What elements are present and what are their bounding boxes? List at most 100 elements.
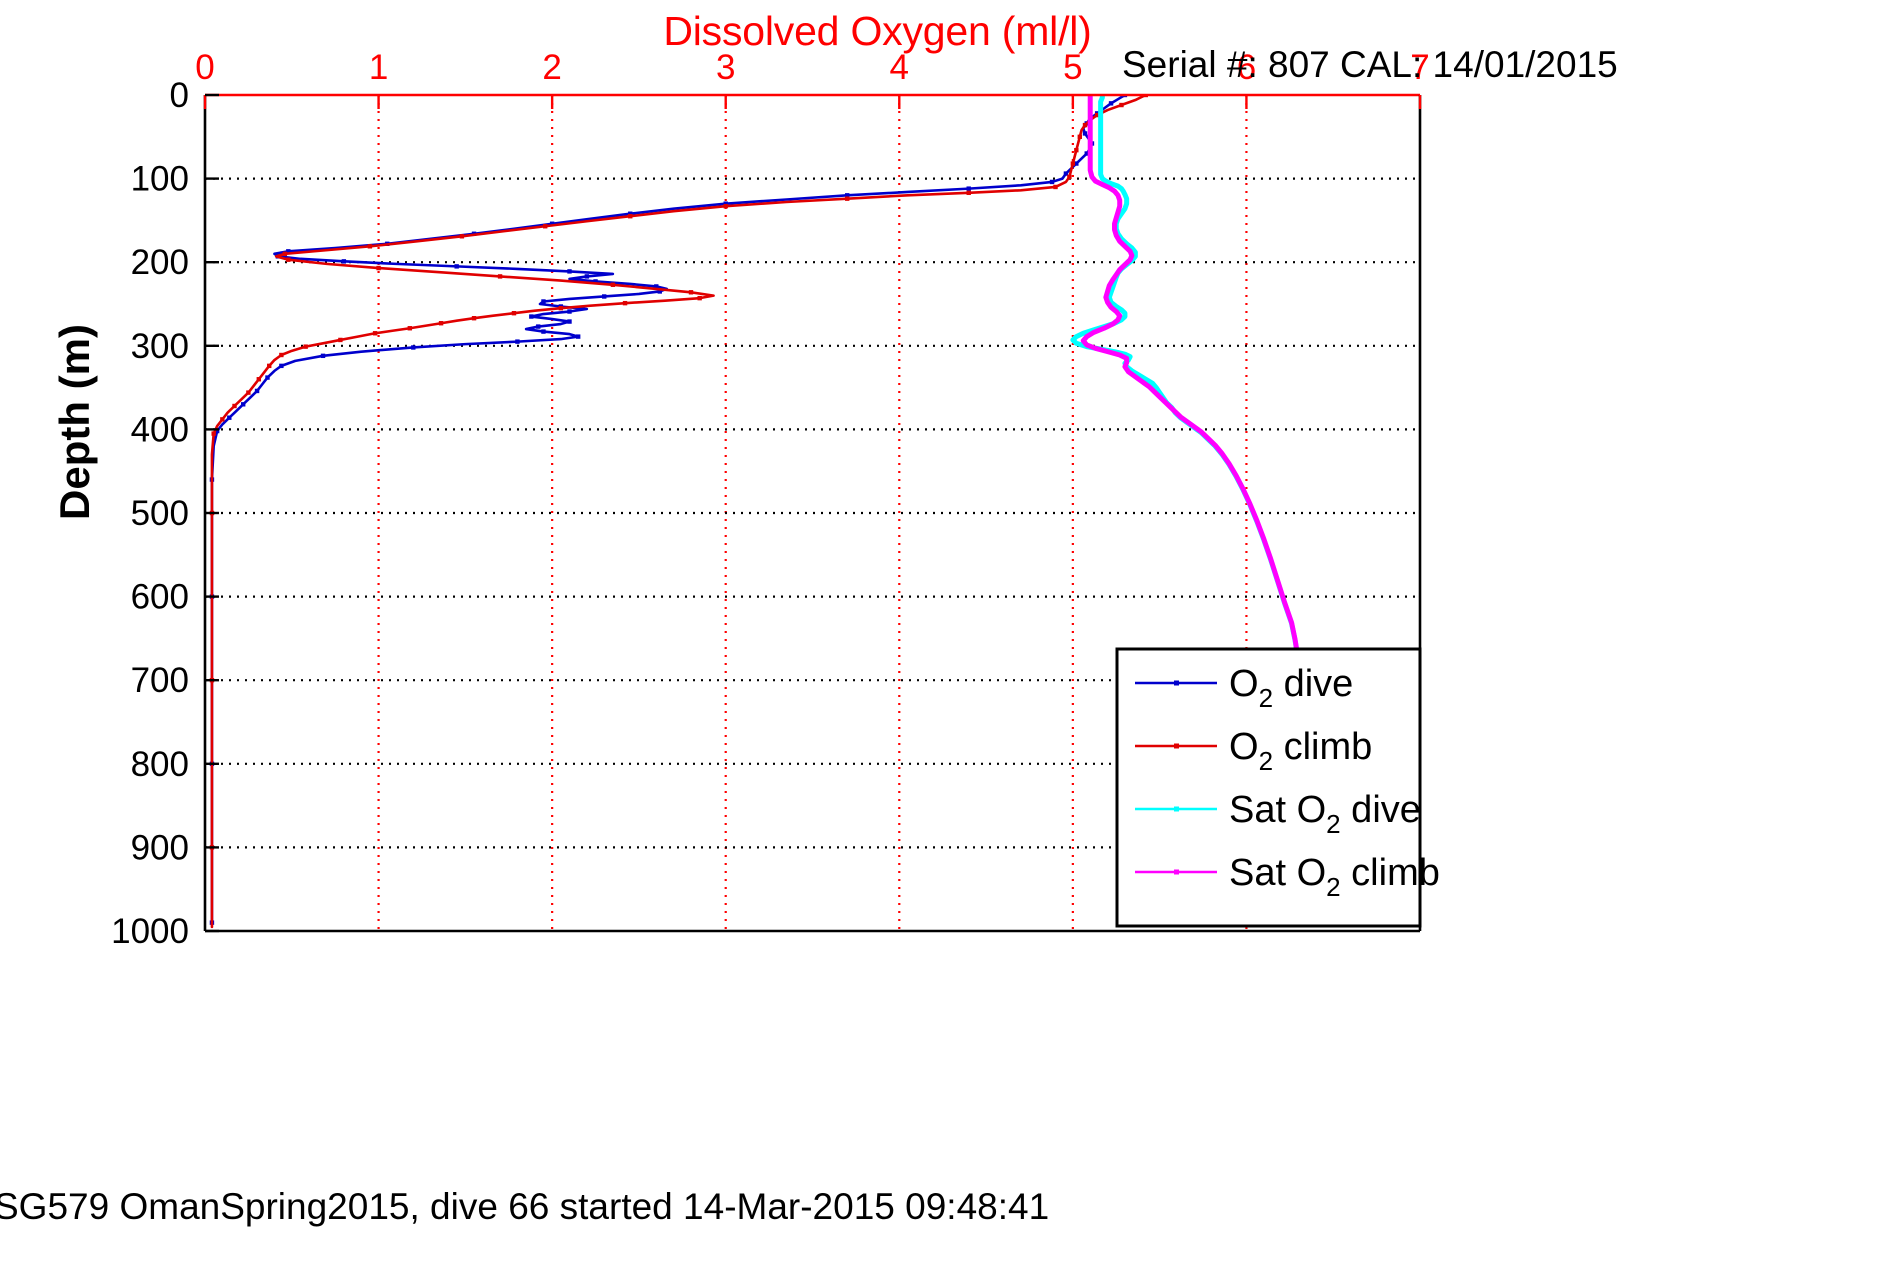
- series-marker: [966, 186, 971, 191]
- series-marker: [279, 352, 284, 358]
- series-marker: [265, 375, 270, 380]
- series-marker: [211, 431, 216, 436]
- chart-title: Dissolved Oxygen (ml/l): [663, 8, 1092, 54]
- y-tick-label: 200: [131, 243, 189, 282]
- series-marker: [1063, 171, 1069, 176]
- series-marker: [411, 345, 416, 350]
- series-marker: [657, 289, 662, 294]
- series-line-sat-o2-dive: [1070, 95, 1300, 654]
- sensor-serial-annotation: Serial #: 807 CAL: 14/01/2015: [1122, 44, 1618, 85]
- y-tick-label: 500: [131, 494, 189, 533]
- series-marker: [575, 334, 581, 339]
- series-marker: [471, 316, 477, 321]
- series-marker: [845, 193, 850, 198]
- series-marker: [541, 299, 546, 304]
- series-marker: [584, 274, 590, 279]
- series-marker: [567, 269, 572, 274]
- series-marker: [1094, 112, 1100, 118]
- series-marker: [254, 388, 260, 394]
- series-marker: [227, 415, 232, 420]
- series-marker: [240, 402, 246, 407]
- series-marker: [628, 214, 633, 219]
- y-axis-tick-labels: 0 100 200 300 400 500 600 700 800 900 1000: [111, 76, 189, 951]
- series-marker: [372, 331, 378, 336]
- series-marker: [376, 265, 381, 271]
- legend-label-sat-o2-climb: Sat O2 climb: [1229, 852, 1440, 902]
- series-marker: [220, 417, 225, 422]
- figure-caption: SG579 OmanSpring2015, dive 66 started 14…: [0, 1186, 1050, 1227]
- y-tick-label: 300: [131, 327, 189, 366]
- series-marker: [1070, 161, 1076, 166]
- x-tick-label: 5: [1063, 48, 1082, 87]
- series-marker: [367, 244, 373, 249]
- series-marker: [511, 310, 517, 316]
- series-marker: [1082, 131, 1088, 136]
- y-tick-label: 400: [131, 410, 189, 449]
- series-marker: [515, 339, 520, 344]
- y-tick-label: 800: [131, 745, 189, 784]
- series-marker: [567, 309, 572, 314]
- series-marker: [1074, 161, 1079, 166]
- series-marker: [593, 279, 598, 284]
- series-marker: [341, 259, 347, 264]
- series-marker: [549, 221, 555, 226]
- series-marker: [1077, 134, 1082, 139]
- series-marker: [282, 251, 288, 257]
- legend-marker: [1174, 806, 1179, 812]
- series-marker: [628, 211, 633, 216]
- x-tick-label: 4: [890, 48, 909, 87]
- series-marker: [723, 203, 728, 209]
- series-marker: [966, 190, 971, 196]
- series-marker: [1084, 151, 1089, 156]
- y-tick-label: 1000: [111, 912, 189, 951]
- series-marker: [320, 353, 326, 359]
- series-marker: [246, 390, 251, 395]
- series-marker: [497, 274, 503, 279]
- series-marker: [654, 284, 659, 289]
- y-tick-label: 700: [131, 661, 189, 700]
- grid-lines: [205, 95, 1420, 931]
- legend-label-sat-o2-dive: Sat O2 dive: [1229, 789, 1421, 839]
- data-series-group: [209, 95, 1300, 929]
- series-marker: [1049, 179, 1055, 185]
- series-marker: [214, 428, 220, 434]
- series-marker: [232, 403, 237, 409]
- series-marker: [567, 319, 572, 324]
- series-marker: [279, 363, 284, 369]
- series-marker: [697, 295, 702, 301]
- series-marker: [438, 321, 444, 326]
- series-line-sat-o2-climb: [1080, 95, 1300, 653]
- series-marker: [622, 300, 628, 306]
- series-marker: [723, 201, 728, 206]
- series-marker: [529, 314, 534, 319]
- series-marker: [558, 305, 564, 311]
- y-tick-label: 0: [170, 76, 189, 115]
- series-marker: [286, 257, 291, 262]
- series-marker: [1067, 174, 1072, 180]
- series-marker: [338, 337, 343, 343]
- series-marker: [256, 377, 262, 382]
- series-marker: [543, 224, 548, 229]
- series-marker: [845, 196, 850, 201]
- series-marker: [1074, 147, 1079, 153]
- series-marker: [541, 329, 546, 334]
- legend-label-o2-dive: O2 dive: [1229, 663, 1353, 713]
- x-axis-tick-labels: 0 1 2 3 4 5 6 7: [195, 48, 1429, 87]
- x-tick-label: 6: [1237, 48, 1256, 87]
- series-marker: [454, 264, 459, 269]
- series-marker: [1108, 101, 1114, 106]
- series-marker: [602, 294, 607, 299]
- legend-box[interactable]: [1115, 647, 1422, 928]
- chart-legend[interactable]: O2 dive O2 climb Sat O2 dive Sat O2 climb: [1115, 647, 1440, 928]
- series-marker: [303, 344, 308, 349]
- series-line-o2-climb: [210, 95, 1148, 929]
- series-line-o2-dive: [210, 95, 1127, 924]
- x-tick-label: 0: [195, 48, 214, 87]
- y-axis-label: Depth (m): [51, 324, 98, 520]
- y-tick-label: 100: [131, 160, 189, 199]
- legend-marker: [1174, 743, 1179, 749]
- series-marker: [610, 282, 616, 287]
- legend-label-o2-climb: O2 climb: [1229, 726, 1372, 776]
- x-tick-label: 2: [542, 48, 561, 87]
